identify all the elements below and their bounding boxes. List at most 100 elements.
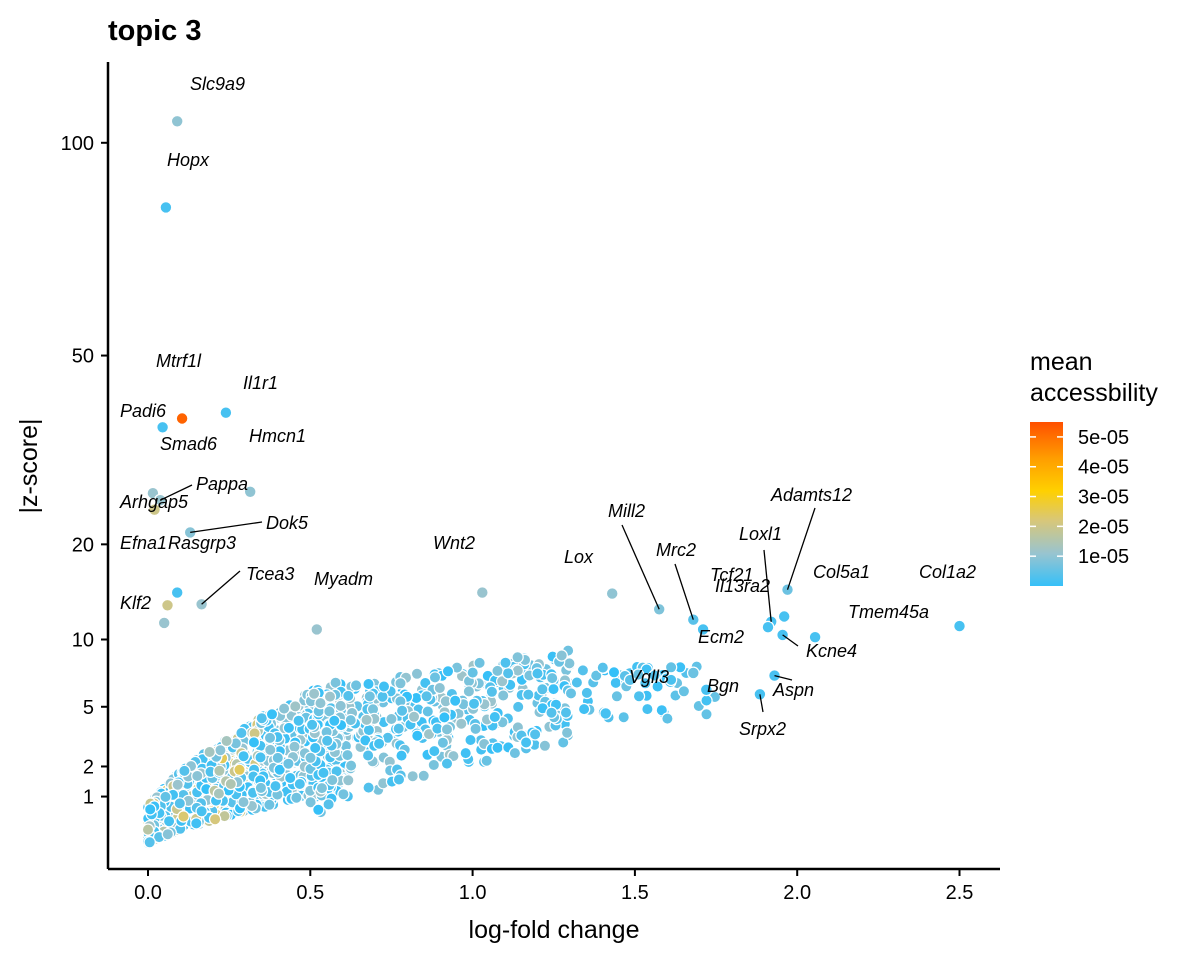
gene-label-col1a2: Col1a2 [919, 562, 976, 582]
point-efna1 [170, 586, 184, 599]
data-point [314, 696, 327, 710]
gene-label-dok5: Dok5 [266, 513, 309, 533]
data-point [536, 683, 549, 696]
data-point [467, 697, 481, 710]
point-il13ra2 [761, 620, 775, 634]
data-point [323, 705, 336, 718]
x-tick-label: 0.5 [296, 882, 324, 904]
data-point [617, 711, 630, 724]
gene-label-vgll3: Vgll3 [629, 667, 669, 687]
data-point [317, 766, 330, 780]
data-point [195, 805, 208, 818]
data-point [590, 669, 603, 682]
leader-line-tcea3 [201, 570, 241, 605]
data-point [417, 769, 430, 783]
data-point [178, 764, 191, 778]
gene-label-col5a1: Col5a1 [813, 562, 870, 582]
gene-label-padi6: Padi6 [120, 401, 167, 421]
y-axis-title: |z-score| [15, 419, 43, 514]
data-point [508, 746, 522, 760]
data-point [406, 770, 419, 783]
data-point [372, 737, 386, 750]
data-point [143, 803, 157, 816]
data-point [323, 690, 337, 703]
data-point [564, 687, 578, 700]
data-point [315, 781, 329, 795]
data-point [277, 702, 291, 715]
point-wnt2 [475, 586, 489, 599]
gene-label-wnt2: Wnt2 [433, 533, 475, 553]
y-tick-label: 100 [61, 133, 94, 155]
point-ecm2 [686, 666, 700, 680]
gene-label-efna1: Efna1 [120, 533, 167, 553]
data-point [661, 712, 674, 725]
colorbar-tick-label: 2e-05 [1078, 516, 1129, 538]
data-point [392, 773, 406, 786]
gene-label-il13ra2: Il13ra2 [715, 576, 770, 596]
data-point [263, 731, 277, 745]
data-point [289, 700, 302, 713]
data-point [363, 690, 376, 703]
data-point [411, 729, 424, 742]
data-point [284, 771, 297, 785]
data-point [655, 704, 669, 717]
gene-label-aspn: Aspn [772, 680, 814, 700]
data-point [596, 661, 610, 674]
data-point [334, 699, 347, 713]
data-point [420, 690, 433, 703]
gene-label-pappa: Pappa [196, 474, 248, 494]
leader-line-kcne4 [782, 634, 799, 647]
gene-label-bgn: Bgn [707, 676, 739, 696]
data-point [377, 680, 391, 693]
data-point [407, 710, 421, 724]
leader-line-adamts12 [786, 507, 816, 590]
data-point [263, 798, 276, 812]
data-point [269, 779, 282, 793]
gene-label-arhgap5: Arhgap5 [119, 492, 189, 512]
data-point [341, 748, 354, 762]
data-point [304, 751, 317, 765]
data-point [700, 694, 713, 707]
data-point [385, 712, 398, 726]
legend: mean accessbility 1e-05 2e-05 3e-05 4e-05 5e-… [1030, 348, 1158, 586]
leader-line-aspn [774, 674, 793, 681]
y-tick-label: 5 [83, 697, 94, 719]
data-point [531, 667, 544, 680]
data-point [376, 690, 389, 703]
data-point [632, 668, 645, 681]
data-point [639, 677, 652, 690]
point-slc9a9 [170, 114, 184, 128]
data-point [555, 649, 568, 662]
data-point [322, 798, 335, 811]
gene-label-slc9a9: Slc9a9 [190, 74, 245, 94]
point-padi6 [156, 420, 170, 434]
data-point [559, 706, 573, 719]
data-point [349, 679, 363, 692]
x-tick-label: 2.5 [946, 882, 974, 904]
data-point [392, 722, 405, 735]
x-tick-label: 1.5 [621, 882, 649, 904]
leader-line-srpx2 [759, 694, 764, 713]
data-point [395, 704, 409, 717]
data-point [307, 687, 321, 700]
leader-line-pappa [160, 484, 193, 501]
data-point [326, 773, 339, 787]
data-point [580, 686, 594, 700]
gene-label-mill2: Mill2 [608, 501, 645, 521]
colorbar-tick-label: 5e-05 [1078, 427, 1129, 449]
data-point [344, 759, 358, 772]
data-point [464, 733, 477, 747]
data-point [171, 778, 184, 791]
x-tick-label: 2.0 [783, 882, 811, 904]
data-point [191, 769, 204, 783]
data-point [607, 666, 621, 679]
point-vgll3 [599, 707, 613, 720]
y-tick-label: 50 [72, 346, 94, 368]
data-point [162, 815, 176, 828]
colorbar-ticks: 1e-05 2e-05 3e-05 4e-05 5e-05 [1030, 427, 1129, 568]
data-point [213, 764, 226, 778]
gene-label-il1r1: Il1r1 [243, 373, 278, 393]
data-point [466, 666, 479, 679]
chart-title: topic 3 [108, 15, 201, 47]
